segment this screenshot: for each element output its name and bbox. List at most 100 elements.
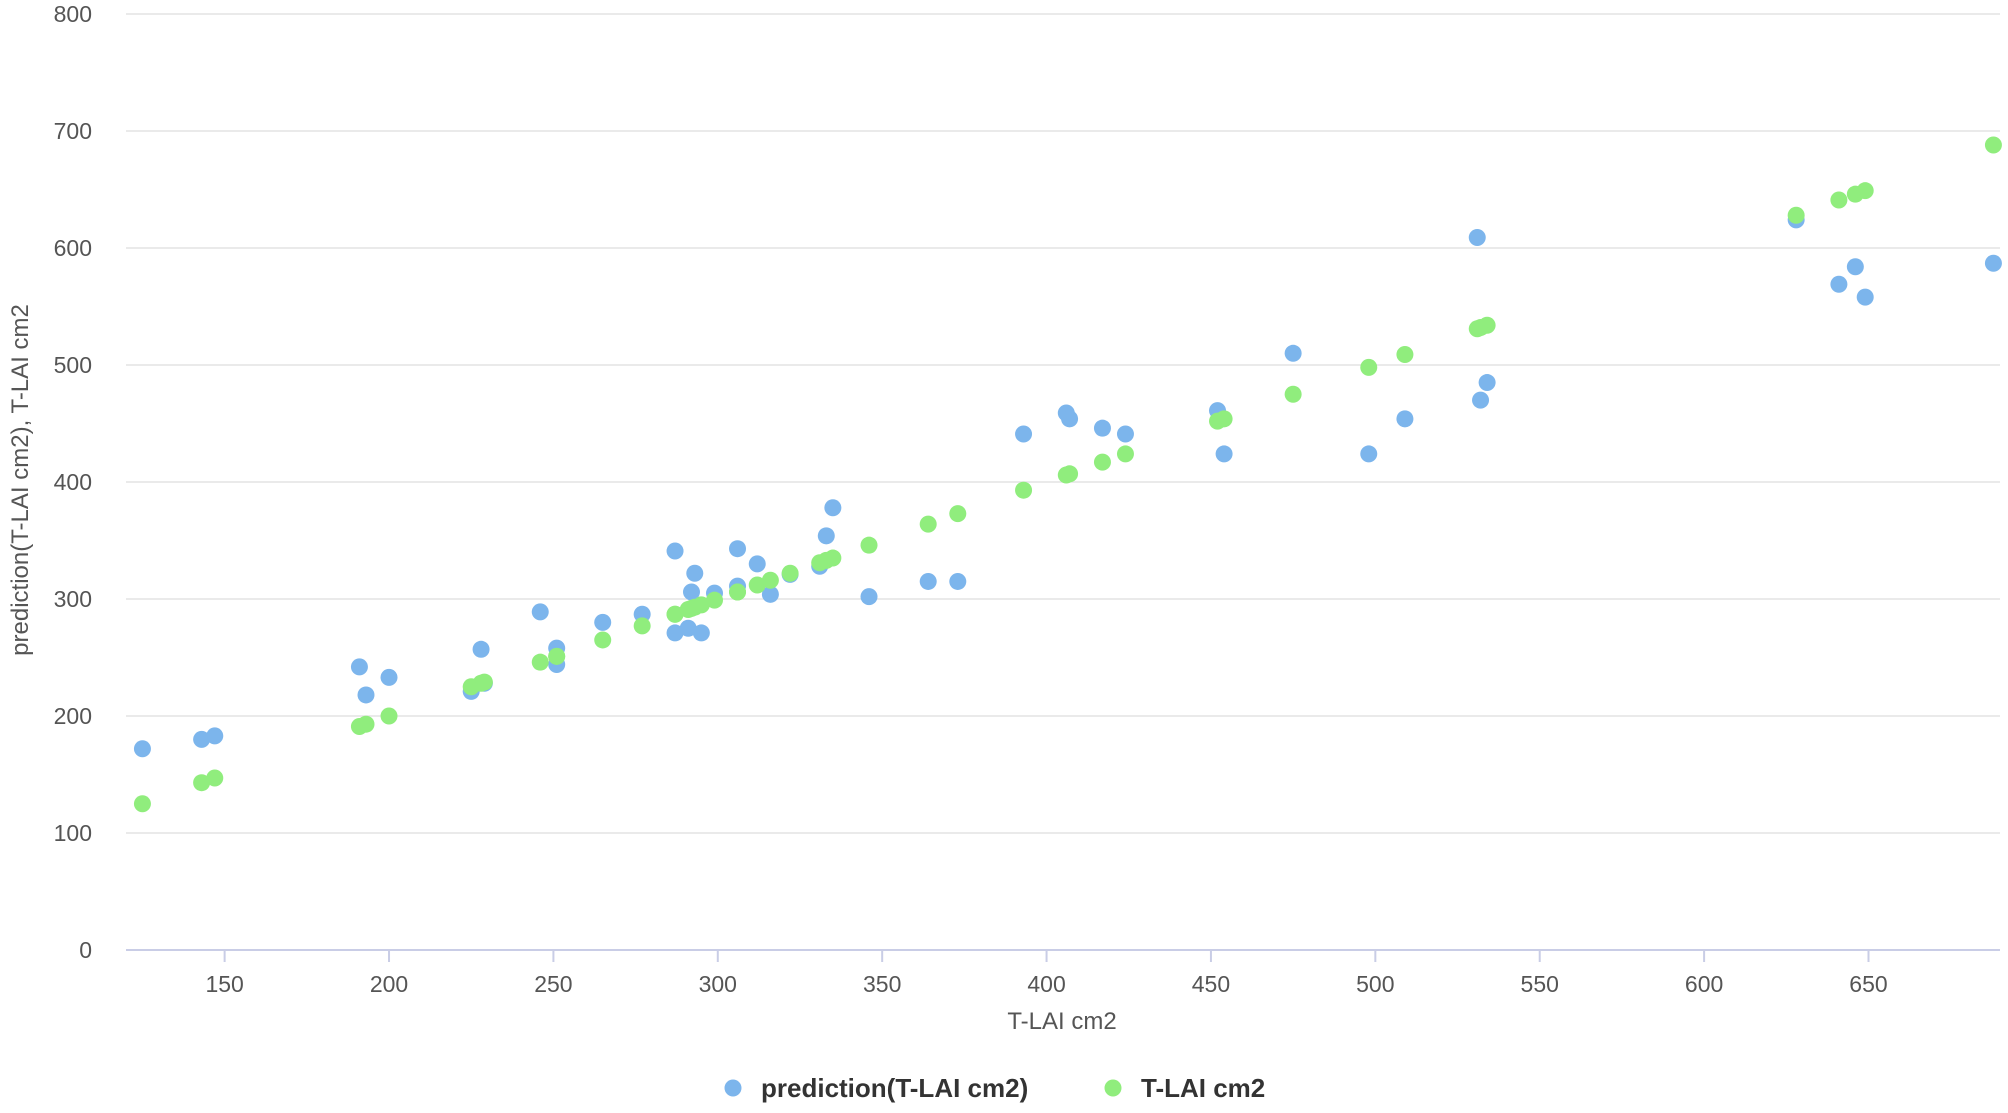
data-point[interactable] [1984,254,2002,272]
data-point[interactable] [633,617,651,635]
data-point[interactable] [1093,419,1111,437]
y-axis-title: prediction(T-LAI cm2), T-LAI cm2 [7,304,34,656]
y-tick-label: 500 [54,352,92,378]
data-point[interactable] [594,631,612,649]
data-point[interactable] [206,769,224,787]
data-point[interactable] [1061,410,1079,428]
data-point[interactable] [748,555,766,573]
data-point[interactable] [357,686,375,704]
data-point[interactable] [817,527,835,545]
x-tick-label: 600 [1685,971,1723,997]
y-tick-label: 0 [79,937,92,963]
data-point[interactable] [193,774,211,792]
y-tick-label: 700 [54,118,92,144]
data-point[interactable] [824,499,842,517]
legend-item[interactable]: prediction(T-LAI cm2) [724,1073,1029,1103]
data-point[interactable] [1215,410,1233,428]
data-point[interactable] [380,707,398,725]
data-point[interactable] [633,605,651,623]
data-point[interactable] [1830,275,1848,293]
data-point[interactable] [919,572,937,590]
data-point[interactable] [1116,445,1134,463]
data-point[interactable] [1061,465,1079,483]
data-point[interactable] [860,536,878,554]
data-point[interactable] [548,647,566,665]
data-point[interactable] [949,505,967,523]
data-point[interactable] [860,588,878,606]
legend-marker [1104,1079,1122,1097]
data-point[interactable] [706,591,724,609]
legend: prediction(T-LAI cm2) T-LAI cm2 [724,1073,1266,1103]
data-point[interactable] [1396,345,1414,363]
data-point[interactable] [1284,344,1302,362]
data-point[interactable] [666,542,684,560]
grid-layer [126,13,2000,834]
data-point[interactable] [1478,316,1496,334]
data-point[interactable] [1478,374,1496,392]
data-point[interactable] [594,613,612,631]
data-point[interactable] [666,624,684,642]
data-point[interactable] [1015,425,1033,443]
axis-layer: 0 100 200 300 400 500 600 700 800 150 200 250 300 350… [54,1,2000,997]
x-tick-label: 550 [1521,971,1559,997]
y-tick-label: 600 [54,235,92,261]
data-point[interactable] [133,795,151,813]
data-point[interactable] [193,730,211,748]
data-point[interactable] [1093,453,1111,471]
x-tick-label: 450 [1192,971,1230,997]
legend-label: prediction(T-LAI cm2) [761,1073,1028,1103]
x-axis-title: T-LAI cm2 [1007,1008,1116,1035]
x-tick-label: 150 [205,971,243,997]
x-tick-label: 200 [370,971,408,997]
data-point[interactable] [919,515,937,533]
data-point[interactable] [531,653,549,671]
data-point[interactable] [380,668,398,686]
x-tick-label: 350 [863,971,901,997]
data-point[interactable] [761,571,779,589]
data-point[interactable] [729,583,747,601]
legend-item[interactable]: T-LAI cm2 [1104,1073,1266,1103]
y-tick-label: 300 [54,586,92,612]
y-tick-label: 400 [54,469,92,495]
data-point[interactable] [692,596,710,614]
data-point[interactable] [666,605,684,623]
data-point[interactable] [206,727,224,745]
data-point[interactable] [1116,425,1134,443]
data-point[interactable] [1830,191,1848,209]
data-point[interactable] [1284,385,1302,403]
data-point[interactable] [1215,445,1233,463]
data-point[interactable] [531,603,549,621]
data-point[interactable] [1856,288,1874,306]
data-point[interactable] [1472,391,1490,409]
y-tick-label: 100 [54,820,92,846]
data-point[interactable] [133,740,151,758]
data-point[interactable] [1015,481,1033,499]
y-tick-label: 200 [54,703,92,729]
data-point[interactable] [1846,258,1864,276]
data-point[interactable] [679,619,697,637]
data-point[interactable] [761,585,779,603]
data-point[interactable] [472,640,490,658]
data-point[interactable] [949,572,967,590]
data-point[interactable] [350,658,368,676]
y-tick-label: 800 [54,1,92,27]
data-point[interactable] [692,624,710,642]
data-point[interactable] [729,540,747,558]
data-point[interactable] [1856,182,1874,200]
data-point[interactable] [682,583,700,601]
data-point[interactable] [781,564,799,582]
data-point[interactable] [824,549,842,567]
data-point[interactable] [475,673,493,691]
data-point[interactable] [1396,410,1414,428]
data-point[interactable] [1360,358,1378,376]
data-point[interactable] [1360,445,1378,463]
points-layer [133,136,2002,813]
data-point[interactable] [748,576,766,594]
data-point[interactable] [1468,228,1486,246]
data-point[interactable] [686,564,704,582]
data-point[interactable] [357,715,375,733]
data-point[interactable] [1984,136,2002,154]
data-point[interactable] [1787,206,1805,224]
x-tick-label: 650 [1849,971,1887,997]
